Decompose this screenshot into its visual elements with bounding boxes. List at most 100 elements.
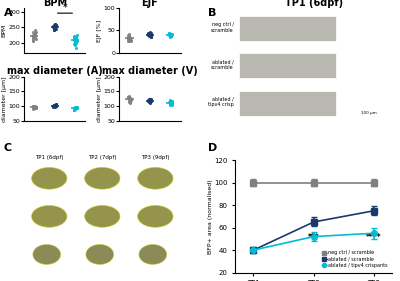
Point [147,98,154,103]
Point [73,33,80,37]
Point [148,31,154,36]
Title: TP1 (6dpf): TP1 (6dpf) [285,0,343,8]
Point [52,105,58,109]
Point [30,30,36,34]
Ellipse shape [139,244,167,264]
Point [168,99,174,103]
Point [51,24,57,28]
FancyBboxPatch shape [238,16,336,41]
Point [127,98,133,103]
Point [167,101,173,106]
Point [146,33,152,38]
Point [145,31,152,35]
Point [72,105,79,110]
Point [70,107,77,112]
Point [30,36,36,40]
Point [52,103,59,108]
Point [31,31,38,35]
Text: ablated /
scramble: ablated / scramble [211,59,234,70]
Point [128,98,134,103]
Point [72,41,78,45]
Point [51,28,57,33]
Point [30,104,37,108]
Point [166,99,172,104]
Point [125,94,132,98]
Point [50,25,56,30]
Point [127,97,134,101]
Point [50,28,57,32]
Point [146,99,153,104]
Point [166,32,172,36]
Point [167,98,174,103]
Point [30,39,36,44]
Point [50,105,56,109]
Point [71,106,78,111]
Point [74,106,80,110]
Point [52,26,58,30]
Point [50,25,57,30]
Point [148,97,154,102]
Point [71,107,78,112]
Point [52,103,58,108]
Point [146,98,152,103]
Point [73,41,80,45]
Point [71,107,78,112]
Point [126,39,132,44]
Point [70,105,77,110]
Point [125,35,132,39]
Point [30,38,36,42]
Point [53,104,59,108]
Y-axis label: diameter [µm]: diameter [µm] [2,76,7,122]
Point [30,105,36,110]
Point [147,99,154,104]
Point [146,99,152,104]
Text: B: B [208,8,216,19]
Point [30,105,37,110]
Legend: neg ctrl / scramble, ablated / scramble, ablated / tipv4 crispants: neg ctrl / scramble, ablated / scramble,… [320,248,390,270]
Point [74,38,80,42]
Point [50,104,57,108]
Point [51,27,58,31]
Ellipse shape [86,244,114,264]
Title: TP1 (6dpf): TP1 (6dpf) [35,155,64,160]
Point [168,33,174,38]
Title: max diameter (V): max diameter (V) [102,66,198,76]
Point [71,41,78,46]
Point [32,36,38,40]
Ellipse shape [85,167,120,189]
Ellipse shape [33,244,61,264]
Point [30,33,36,37]
Point [30,104,36,109]
Point [30,106,36,111]
Point [72,106,78,111]
Point [52,23,59,28]
Point [128,39,134,43]
Y-axis label: BFP+ area (normalised): BFP+ area (normalised) [208,179,213,254]
Point [166,31,172,35]
Point [71,36,78,40]
Point [145,98,152,102]
Point [126,97,132,101]
Point [32,32,39,37]
Point [167,33,174,38]
Point [32,30,39,34]
Point [52,102,59,106]
Point [51,24,57,29]
Point [125,38,132,43]
Point [32,106,38,110]
Point [145,99,152,103]
Title: EJF: EJF [142,0,158,8]
Point [72,36,79,40]
Point [51,103,57,107]
Point [168,32,175,36]
Point [74,105,80,110]
Point [168,102,175,107]
Point [127,35,134,40]
Point [146,32,153,37]
Point [126,37,132,42]
Point [168,32,174,37]
Point [53,22,60,27]
Title: TP2 (7dpf): TP2 (7dpf) [88,155,116,160]
FancyBboxPatch shape [238,53,336,78]
Point [146,32,152,36]
